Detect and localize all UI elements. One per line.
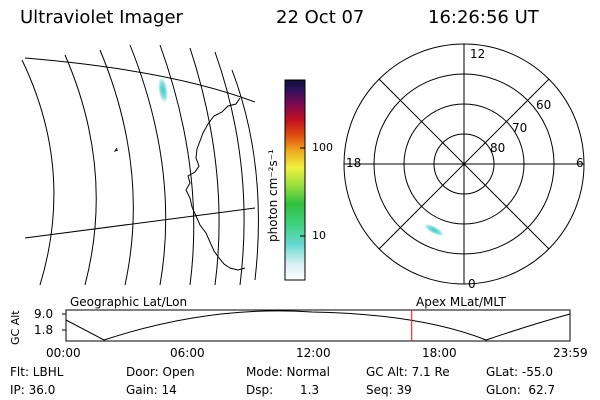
x-tick-0000: 00:00 xyxy=(46,346,81,360)
aurora-blob-polar xyxy=(423,223,445,237)
colorbar-tick-10: 10 xyxy=(312,229,326,242)
lat-70-label: 70 xyxy=(512,121,528,135)
lat-80-label: 80 xyxy=(490,141,506,155)
glon-info: GLon: 62.7 xyxy=(486,383,556,397)
altitude-y-bottom: 1.8 xyxy=(34,323,54,337)
altitude-plot xyxy=(62,309,571,342)
x-tick-2359: 23:59 xyxy=(553,346,588,360)
apex-label: Apex MLat/MLT xyxy=(416,295,506,309)
door-info: Door: Open xyxy=(126,365,195,379)
mlt-18-label: 18 xyxy=(346,156,362,170)
aurora-blob-geo xyxy=(157,76,169,104)
x-tick-0600: 06:00 xyxy=(170,346,205,360)
geographic-map xyxy=(21,44,259,285)
time-label: 16:26:56 UT xyxy=(428,7,539,28)
x-tick-1200: 12:00 xyxy=(296,346,331,360)
mode-info: Mode: Normal xyxy=(246,365,330,379)
gain-info: Gain: 14 xyxy=(126,383,177,397)
coastline xyxy=(185,97,246,271)
gc-alt-info: GC Alt: 7.1 Re xyxy=(366,365,450,379)
colorbar xyxy=(284,79,306,281)
flt-info: Flt: LBHL xyxy=(10,365,64,379)
seq-info: Seq: 39 xyxy=(366,383,412,397)
app-title: Ultraviolet Imager xyxy=(20,7,183,28)
date-label: 22 Oct 07 xyxy=(276,7,365,28)
mlt-12-label: 12 xyxy=(470,47,486,61)
x-tick-1800: 18:00 xyxy=(422,346,457,360)
altitude-ylabel: GC Alt xyxy=(9,310,22,345)
dsp-info-label: Dsp: xyxy=(246,383,274,397)
lat-60-label: 60 xyxy=(536,98,552,112)
mlt-6-label: 6 xyxy=(576,156,584,170)
ip-info: IP: 36.0 xyxy=(10,383,56,397)
colorbar-unit-label: photon cm⁻²s⁻¹ xyxy=(266,149,280,242)
colorbar-tick-100: 100 xyxy=(312,141,333,154)
altitude-y-top: 9.0 xyxy=(34,307,54,321)
glat-info: GLat: -55.0 xyxy=(486,365,553,379)
geographic-label: Geographic Lat/Lon xyxy=(70,295,188,309)
polar-map xyxy=(343,43,585,285)
mlt-0-label: 0 xyxy=(468,277,476,291)
dsp-info-value: 1.3 xyxy=(300,383,320,397)
